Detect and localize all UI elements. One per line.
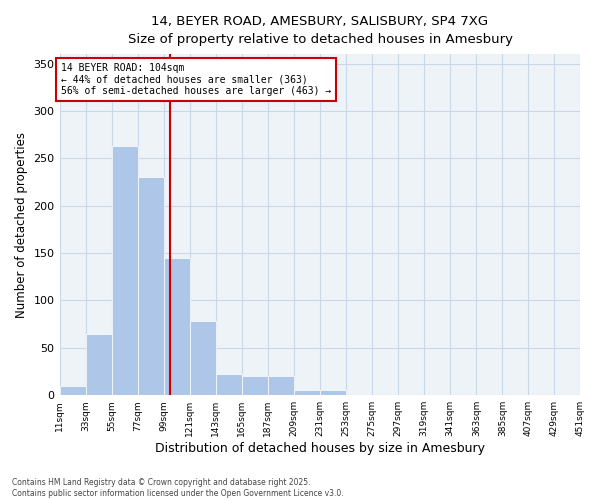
Bar: [112, 146, 137, 395]
Bar: [59, 386, 86, 395]
X-axis label: Distribution of detached houses by size in Amesbury: Distribution of detached houses by size …: [155, 442, 485, 455]
Title: 14, BEYER ROAD, AMESBURY, SALISBURY, SP4 7XG
Size of property relative to detach: 14, BEYER ROAD, AMESBURY, SALISBURY, SP4…: [128, 15, 512, 46]
Bar: [294, 390, 320, 395]
Bar: [216, 374, 242, 395]
Bar: [268, 376, 294, 395]
Y-axis label: Number of detached properties: Number of detached properties: [15, 132, 28, 318]
Text: 14 BEYER ROAD: 104sqm
← 44% of detached houses are smaller (363)
56% of semi-det: 14 BEYER ROAD: 104sqm ← 44% of detached …: [61, 62, 331, 96]
Bar: [320, 390, 346, 395]
Bar: [190, 322, 216, 395]
Bar: [137, 178, 164, 395]
Bar: [86, 334, 112, 395]
Text: Contains HM Land Registry data © Crown copyright and database right 2025.
Contai: Contains HM Land Registry data © Crown c…: [12, 478, 344, 498]
Bar: [164, 258, 190, 395]
Bar: [242, 376, 268, 395]
